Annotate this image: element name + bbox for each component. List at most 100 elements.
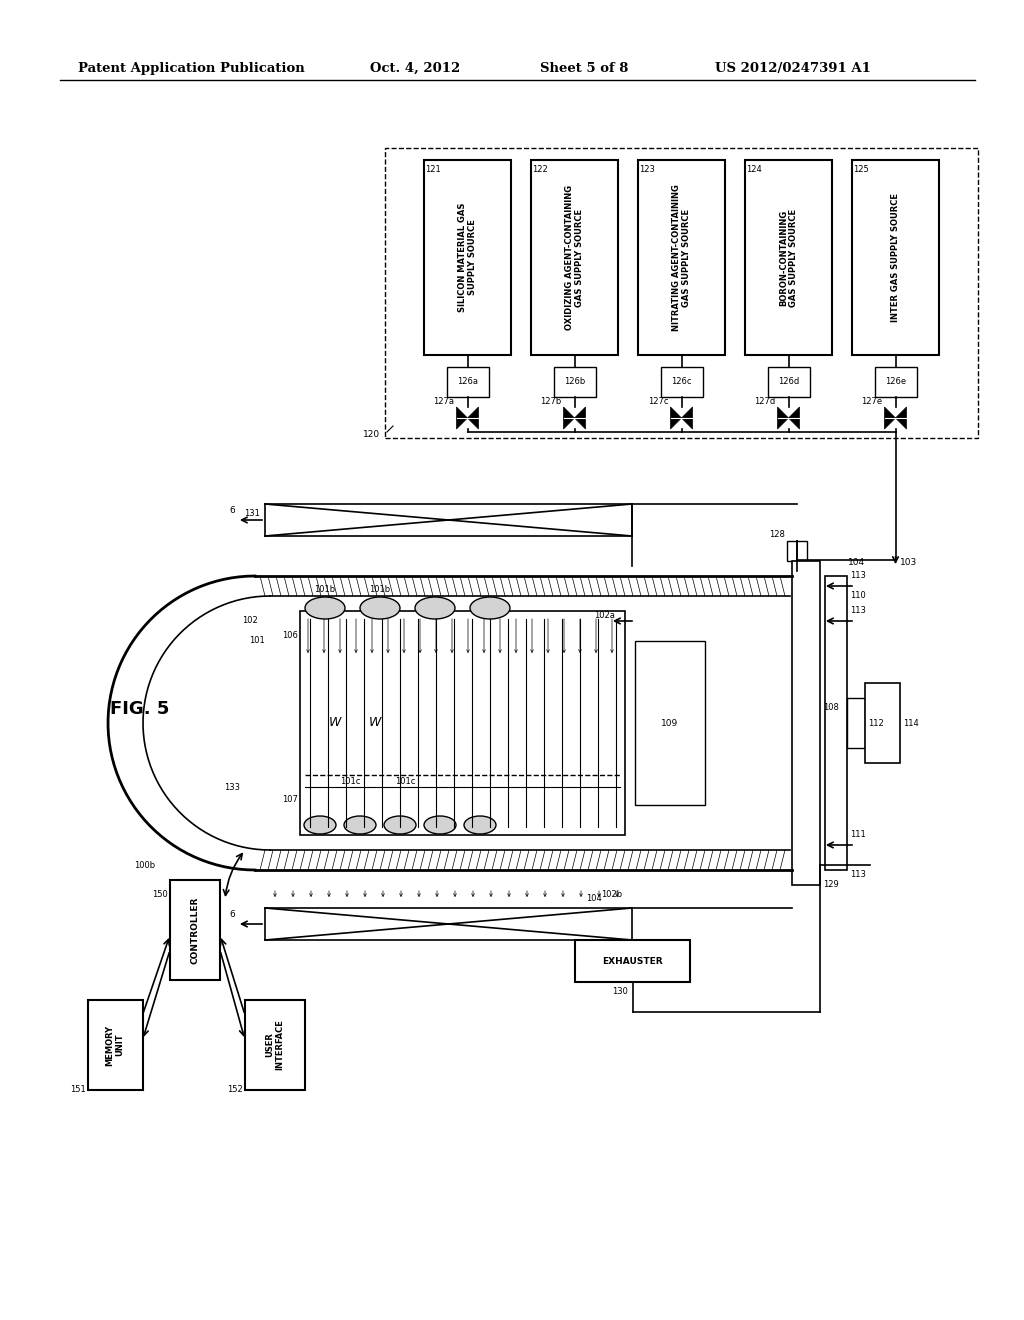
Text: 121: 121 <box>425 165 440 174</box>
Ellipse shape <box>344 816 376 834</box>
Text: 124: 124 <box>746 165 762 174</box>
Text: 101b: 101b <box>314 585 336 594</box>
Bar <box>300 611 625 836</box>
Ellipse shape <box>415 597 455 619</box>
Polygon shape <box>777 407 788 429</box>
Bar <box>865 682 900 763</box>
Polygon shape <box>682 407 692 429</box>
Text: 114: 114 <box>903 718 919 727</box>
Text: 125: 125 <box>853 165 868 174</box>
Text: 102b: 102b <box>601 890 622 899</box>
Ellipse shape <box>384 816 416 834</box>
Bar <box>745 160 831 355</box>
Text: 103: 103 <box>899 558 916 568</box>
Text: 133: 133 <box>224 783 240 792</box>
Polygon shape <box>788 407 800 429</box>
Bar <box>792 561 820 884</box>
Text: 126a: 126a <box>457 378 478 387</box>
Text: 126b: 126b <box>564 378 585 387</box>
Bar <box>825 576 847 870</box>
Text: EXHAUSTER: EXHAUSTER <box>602 957 663 965</box>
Ellipse shape <box>424 816 456 834</box>
Text: 127a: 127a <box>433 397 455 407</box>
Text: 107: 107 <box>283 795 298 804</box>
Ellipse shape <box>470 597 510 619</box>
Bar <box>852 160 939 355</box>
Text: 6: 6 <box>229 506 234 515</box>
Text: 113: 113 <box>850 606 866 615</box>
Text: 129: 129 <box>823 880 839 888</box>
Text: 126c: 126c <box>672 378 692 387</box>
Text: 128: 128 <box>769 531 785 539</box>
Text: 131: 131 <box>244 510 260 517</box>
Polygon shape <box>885 407 896 429</box>
Bar <box>635 642 705 805</box>
Bar <box>575 940 690 982</box>
Text: 127d: 127d <box>755 397 775 407</box>
Text: 100b: 100b <box>134 861 155 870</box>
Text: 152: 152 <box>227 1085 243 1094</box>
Bar <box>385 148 978 438</box>
Text: 122: 122 <box>532 165 548 174</box>
Text: NITRATING AGENT-CONTAINING
GAS SUPPLY SOURCE: NITRATING AGENT-CONTAINING GAS SUPPLY SO… <box>672 183 691 331</box>
Polygon shape <box>896 407 906 429</box>
Bar <box>531 160 618 355</box>
Bar <box>554 367 596 397</box>
Text: 110: 110 <box>850 591 865 601</box>
Bar <box>424 160 511 355</box>
Polygon shape <box>574 407 586 429</box>
Text: 127b: 127b <box>541 397 561 407</box>
Text: BORON-CONTAINING
GAS SUPPLY SOURCE: BORON-CONTAINING GAS SUPPLY SOURCE <box>779 209 798 306</box>
Polygon shape <box>671 407 682 429</box>
Text: 130: 130 <box>611 987 628 997</box>
Text: 111: 111 <box>850 830 865 840</box>
Text: 120: 120 <box>362 430 380 440</box>
Bar <box>874 367 916 397</box>
Text: 101c: 101c <box>340 776 360 785</box>
Text: 126d: 126d <box>778 378 799 387</box>
Text: W: W <box>329 717 341 730</box>
Ellipse shape <box>464 816 496 834</box>
Text: FIG. 5: FIG. 5 <box>110 700 169 718</box>
Text: 113: 113 <box>850 870 866 879</box>
Text: 112: 112 <box>868 718 884 727</box>
Ellipse shape <box>304 816 336 834</box>
Text: 123: 123 <box>639 165 655 174</box>
Bar <box>768 367 810 397</box>
Text: 6: 6 <box>229 909 234 919</box>
Text: CONTROLLER: CONTROLLER <box>190 896 200 964</box>
Bar <box>847 698 865 748</box>
Text: INTER GAS SUPPLY SOURCE: INTER GAS SUPPLY SOURCE <box>891 193 900 322</box>
Text: 113: 113 <box>850 572 866 579</box>
Text: 151: 151 <box>70 1085 85 1094</box>
Polygon shape <box>457 407 468 429</box>
Bar <box>660 367 702 397</box>
Polygon shape <box>468 407 478 429</box>
Text: 126e: 126e <box>885 378 906 387</box>
Text: Sheet 5 of 8: Sheet 5 of 8 <box>540 62 629 75</box>
Ellipse shape <box>305 597 345 619</box>
Text: 150: 150 <box>153 890 168 899</box>
Text: 106: 106 <box>283 631 298 640</box>
Text: 102: 102 <box>243 616 258 624</box>
Bar <box>245 1001 305 1090</box>
Bar <box>170 880 220 979</box>
Text: 127c: 127c <box>648 397 669 407</box>
Text: 101b: 101b <box>370 585 390 594</box>
Polygon shape <box>563 407 574 429</box>
Text: OXIDIZING AGENT-CONTAINING
GAS SUPPLY SOURCE: OXIDIZING AGENT-CONTAINING GAS SUPPLY SO… <box>565 185 585 330</box>
Text: W: W <box>369 717 381 730</box>
Text: 104: 104 <box>848 558 865 568</box>
Text: SILICON MATERIAL GAS
SUPPLY SOURCE: SILICON MATERIAL GAS SUPPLY SOURCE <box>458 203 477 313</box>
Text: MEMORY
UNIT: MEMORY UNIT <box>105 1024 125 1065</box>
Bar <box>638 160 725 355</box>
Text: Oct. 4, 2012: Oct. 4, 2012 <box>370 62 460 75</box>
Text: USER
INTERFACE: USER INTERFACE <box>265 1019 285 1071</box>
Text: 104: 104 <box>587 894 602 903</box>
Text: 127e: 127e <box>861 397 883 407</box>
Text: 101: 101 <box>249 636 265 645</box>
Bar <box>87 1001 142 1090</box>
Text: US 2012/0247391 A1: US 2012/0247391 A1 <box>715 62 870 75</box>
Bar <box>787 541 807 561</box>
Text: 108: 108 <box>823 704 839 711</box>
